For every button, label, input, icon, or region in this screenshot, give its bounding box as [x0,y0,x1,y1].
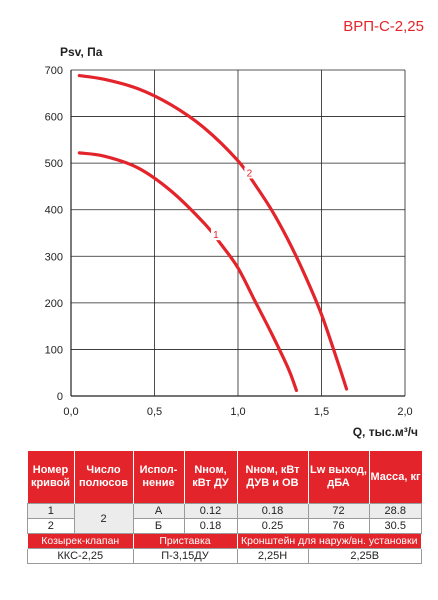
cell-curve: 2 [27,518,75,534]
header-power-du: Nном, кВт ДУ [184,451,238,504]
curve-2 [77,73,349,391]
specs-table: Номер кривой Число полюсов Испол-нение N… [27,451,422,564]
performance-chart: Psv, Па Q, тыс.м³/ч 0 100 200 300 400 500 600 7… [45,45,418,439]
header-power-duv: Nном, кВт ДУВ и ОВ [237,451,309,504]
cell-curve: 1 [27,503,75,519]
y-tick-label: 300 [45,251,63,263]
cell-variant: Б [132,518,185,534]
x-tick-label: 2,0 [397,406,412,418]
x-tick-label: 1,0 [230,406,245,418]
cell-poles: 2 [73,503,134,534]
accessory-label-adapter: Приставка [132,533,238,549]
x-tick-label: 1,5 [314,406,329,418]
y-tick-label: 600 [45,112,63,124]
header-lw: Lw выход, дБА [308,451,370,504]
accessory-value-adapter: П-3,15ДУ [132,548,238,564]
cell-variant: А [132,503,185,519]
y-tick-label: 0 [57,391,63,403]
model-title: ВРП-С-2,25 [343,18,424,35]
y-tick-label: 100 [45,344,63,356]
cell-power-du: 0.18 [183,518,238,534]
y-axis-label: Psv, Па [60,45,103,59]
table-row: 1 2 А 0.12 0.18 72 28.8 [27,503,422,534]
accessories-header-row: Козырек-клапан Приставка Кронштейн для н… [27,533,422,549]
cell-mass: 28.8 [368,503,422,519]
tick-labels: 0 100 200 300 400 500 600 700 0,0 0,5 1,0 1,5 2,0 [45,65,413,418]
x-tick-label: 0,0 [63,406,78,418]
curve-label: 2 [247,168,253,179]
y-tick-label: 400 [45,205,63,217]
accessory-value-damper: ККС-2,25 [27,548,134,564]
header-mass: Масса, кг [369,451,422,504]
curves: 12 [77,73,349,393]
accessory-value-bracket-outdoor: 2,25Н [236,548,309,564]
cell-power-duv: 0.18 [236,503,309,519]
y-tick-label: 200 [45,298,63,310]
curve-label-bg [244,167,255,179]
accessory-label-bracket: Кронштейн для наруж/вн. установки [236,533,422,549]
x-axis-label: Q, тыс.м³/ч [353,425,418,439]
accessory-value-bracket-indoor: 2,25В [307,548,422,564]
cell-mass: 30.5 [368,518,422,534]
grid [70,69,406,397]
cell-power-du: 0.12 [183,503,238,519]
y-tick-label: 700 [45,65,63,77]
curve-label-bg [210,229,221,241]
cell-lw: 72 [307,503,370,519]
x-tick-label: 0,5 [147,406,162,418]
curve-label: 1 [213,230,219,241]
header-variant: Испол-нение [133,451,185,504]
curve-1 [77,151,299,393]
y-tick-label: 500 [45,158,63,170]
cell-power-duv: 0.25 [236,518,309,534]
header-poles: Число полюсов [74,451,134,504]
accessory-label-damper: Козырек-клапан [27,533,134,549]
header-curve: Номер кривой [27,451,75,504]
cell-lw: 76 [307,518,370,534]
accessories-value-row: ККС-2,25 П-3,15ДУ 2,25Н 2,25В [27,548,422,564]
table-row: 2 Б 0.18 0.25 76 30.5 [27,518,422,534]
